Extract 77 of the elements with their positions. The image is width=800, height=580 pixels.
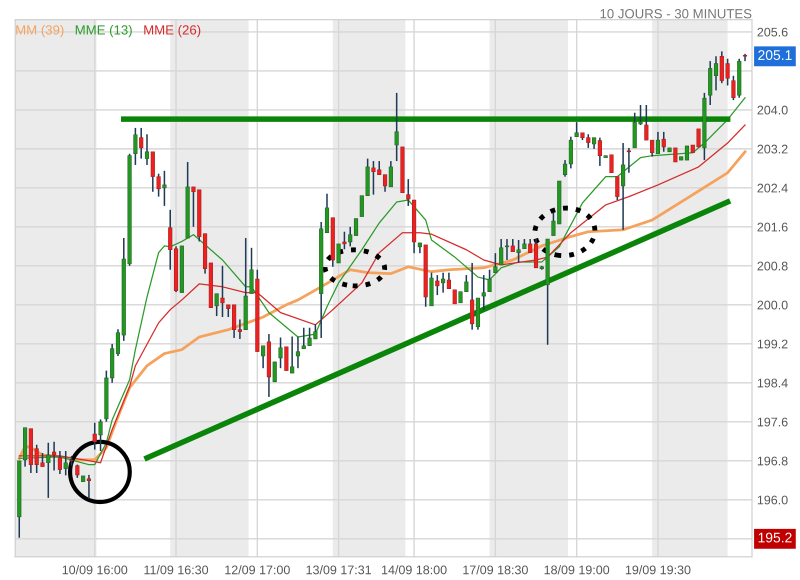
- candlestick: [284, 346, 288, 372]
- annotation: 195.2: [758, 532, 792, 542]
- y-tick-label: 201.6: [757, 222, 788, 232]
- candlestick: [673, 147, 678, 163]
- candlestick: [133, 127, 138, 166]
- y-tick-label: 196.8: [758, 456, 788, 466]
- candlestick: [261, 345, 266, 369]
- annotation: 205.1: [758, 50, 792, 60]
- candlestick: [220, 265, 225, 318]
- candlestick: [731, 75, 736, 101]
- text: MME (13): [76, 24, 132, 38]
- candlestick: [482, 274, 486, 310]
- candlestick: [510, 238, 515, 252]
- candlestick: [75, 464, 80, 479]
- text: MM (39): [16, 24, 64, 38]
- x-tick-label: 18/09 19:00: [544, 565, 610, 574]
- candlestick: [296, 336, 300, 369]
- y-tick-label: 204.0: [757, 106, 788, 115]
- candlestick: [336, 243, 341, 264]
- candlestick: [592, 136, 596, 150]
- candlestick: [98, 418, 103, 452]
- y-tick-label: 197.6: [758, 418, 788, 426]
- candlestick: [249, 247, 254, 294]
- candlestick: [656, 131, 660, 155]
- x-tick-label: 19/09 19:30: [626, 565, 690, 574]
- candlestick: [470, 262, 474, 330]
- candlestick: [441, 272, 446, 294]
- candlestick: [214, 292, 219, 317]
- candlestick: [86, 474, 92, 500]
- candlestick: [418, 242, 422, 254]
- candlestick: [92, 422, 97, 450]
- candlestick: [516, 239, 521, 264]
- y-tick-label: 203.2: [757, 144, 788, 154]
- candlestick: [290, 336, 294, 374]
- candlestick: [452, 288, 457, 305]
- candlestick: [626, 147, 631, 174]
- candlestick: [598, 136, 602, 167]
- candlestick: [615, 176, 620, 201]
- candlestick: [406, 178, 410, 207]
- y-tick-label: 202.4: [757, 184, 788, 193]
- candlestick: [493, 252, 498, 274]
- y-tick-label: 196.0: [758, 496, 788, 504]
- x-tick-label: 11/09 16:30: [144, 565, 208, 574]
- y-tick-label: 200.0: [757, 300, 788, 310]
- candlestick: [621, 142, 626, 231]
- candlestick: [238, 318, 242, 340]
- candlestick: [144, 133, 150, 166]
- candlestick: [52, 441, 56, 472]
- x-tick-label: 17/09 18:30: [463, 565, 528, 574]
- y-tick-label: 199.2: [758, 340, 788, 348]
- y-tick-label: 200.8: [757, 262, 788, 270]
- candlestick: [609, 154, 614, 174]
- text: MME (26): [144, 24, 200, 38]
- x-tick-label: 14/09 18:00: [382, 565, 447, 574]
- candlestick: [662, 131, 666, 153]
- candlestick: [394, 92, 399, 162]
- candlestick: [342, 230, 346, 250]
- y-tick-label: 198.4: [758, 378, 788, 388]
- chart-subtitle: 10 JOURS - 30 MINUTES: [600, 9, 752, 18]
- y-tick-label: 205.6: [757, 28, 788, 37]
- candlestick: [435, 274, 440, 296]
- candlestick: [522, 238, 526, 250]
- candlestick: [278, 336, 283, 369]
- candlestick: [313, 324, 318, 340]
- candlestick: [272, 361, 277, 383]
- candlestick: [499, 238, 504, 266]
- candlestick: [58, 450, 62, 475]
- x-tick-label: 12/09 17:00: [225, 565, 290, 574]
- candlestick: [139, 127, 144, 160]
- x-tick-label: 10/09 16:00: [62, 565, 128, 574]
- x-tick-label: 13/09 17:31: [306, 565, 372, 574]
- candlestick: [504, 238, 510, 261]
- candlestick: [574, 121, 579, 138]
- candlestick: [487, 268, 492, 292]
- candlestick: [388, 160, 393, 188]
- candlestick: [162, 170, 166, 207]
- candlestick: [446, 272, 451, 290]
